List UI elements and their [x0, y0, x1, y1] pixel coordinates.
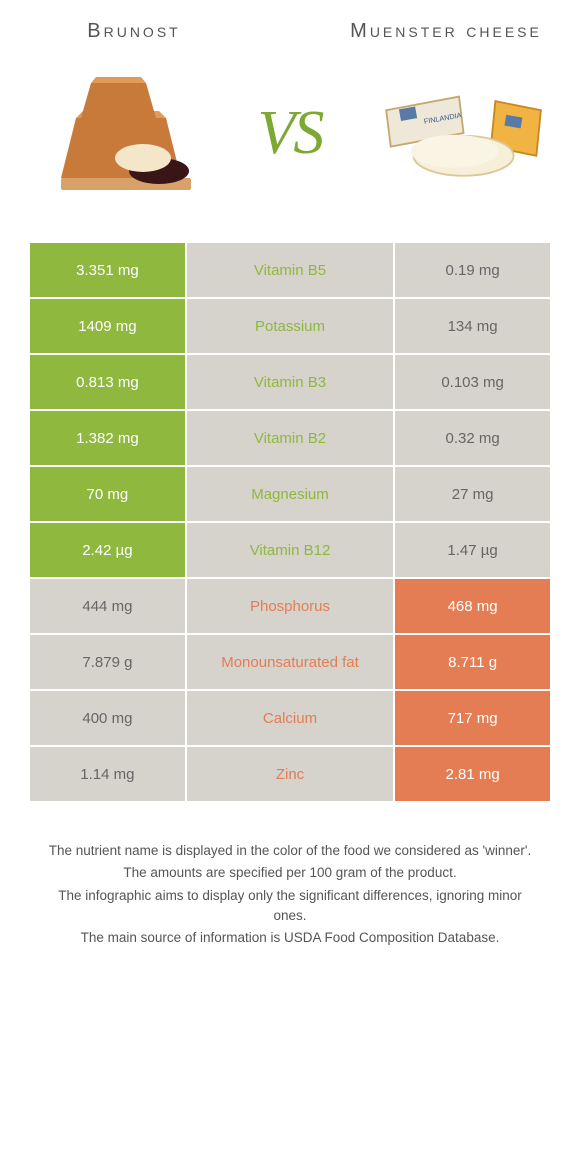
- nutrient-label-cell: Monounsaturated fat: [187, 635, 393, 689]
- nutrient-label-cell: Phosphorus: [187, 579, 393, 633]
- nutrient-label-cell: Vitamin B3: [187, 355, 393, 409]
- left-value-cell: 444 mg: [30, 579, 185, 633]
- nutrient-row: 444 mgPhosphorus468 mg: [30, 579, 550, 633]
- right-value-cell: 717 mg: [395, 691, 550, 745]
- nutrient-label-cell: Zinc: [187, 747, 393, 801]
- right-value-cell: 0.19 mg: [395, 243, 550, 297]
- vs-label: VS: [258, 98, 323, 169]
- left-value-cell: 1.382 mg: [30, 411, 185, 465]
- right-value-cell: 27 mg: [395, 467, 550, 521]
- left-value-cell: 1.14 mg: [30, 747, 185, 801]
- footer-line: The amounts are specified per 100 gram o…: [40, 863, 540, 883]
- nutrient-row: 400 mgCalcium717 mg: [30, 691, 550, 745]
- right-value-cell: 134 mg: [395, 299, 550, 353]
- left-food-image: [30, 63, 212, 203]
- right-food-title: Muenster cheese: [342, 20, 550, 43]
- nutrient-table: 3.351 mgVitamin B50.19 mg1409 mgPotassiu…: [30, 243, 550, 801]
- nutrient-label-cell: Vitamin B5: [187, 243, 393, 297]
- right-value-cell: 0.32 mg: [395, 411, 550, 465]
- right-food-image: FINLANDIA: [368, 63, 550, 203]
- left-value-cell: 7.879 g: [30, 635, 185, 689]
- nutrient-label-cell: Vitamin B2: [187, 411, 393, 465]
- left-value-cell: 70 mg: [30, 467, 185, 521]
- nutrient-label-cell: Calcium: [187, 691, 393, 745]
- footer-line: The nutrient name is displayed in the co…: [40, 841, 540, 861]
- left-value-cell: 0.813 mg: [30, 355, 185, 409]
- nutrient-label-cell: Potassium: [187, 299, 393, 353]
- nutrient-row: 1.14 mgZinc2.81 mg: [30, 747, 550, 801]
- footer-line: The infographic aims to display only the…: [40, 886, 540, 927]
- right-value-cell: 8.711 g: [395, 635, 550, 689]
- nutrient-row: 3.351 mgVitamin B50.19 mg: [30, 243, 550, 297]
- footer-notes: The nutrient name is displayed in the co…: [30, 841, 550, 948]
- nutrient-row: 1409 mgPotassium134 mg: [30, 299, 550, 353]
- left-value-cell: 400 mg: [30, 691, 185, 745]
- left-value-cell: 1409 mg: [30, 299, 185, 353]
- nutrient-row: 1.382 mgVitamin B20.32 mg: [30, 411, 550, 465]
- right-value-cell: 1.47 µg: [395, 523, 550, 577]
- footer-line: The main source of information is USDA F…: [40, 928, 540, 948]
- right-value-cell: 2.81 mg: [395, 747, 550, 801]
- nutrient-label-cell: Vitamin B12: [187, 523, 393, 577]
- nutrient-row: 2.42 µgVitamin B121.47 µg: [30, 523, 550, 577]
- nutrient-row: 0.813 mgVitamin B30.103 mg: [30, 355, 550, 409]
- left-value-cell: 2.42 µg: [30, 523, 185, 577]
- nutrient-row: 7.879 gMonounsaturated fat8.711 g: [30, 635, 550, 689]
- nutrient-row: 70 mgMagnesium27 mg: [30, 467, 550, 521]
- left-value-cell: 3.351 mg: [30, 243, 185, 297]
- right-value-cell: 468 mg: [395, 579, 550, 633]
- left-food-title: Brunost: [30, 20, 238, 43]
- right-value-cell: 0.103 mg: [395, 355, 550, 409]
- nutrient-label-cell: Magnesium: [187, 467, 393, 521]
